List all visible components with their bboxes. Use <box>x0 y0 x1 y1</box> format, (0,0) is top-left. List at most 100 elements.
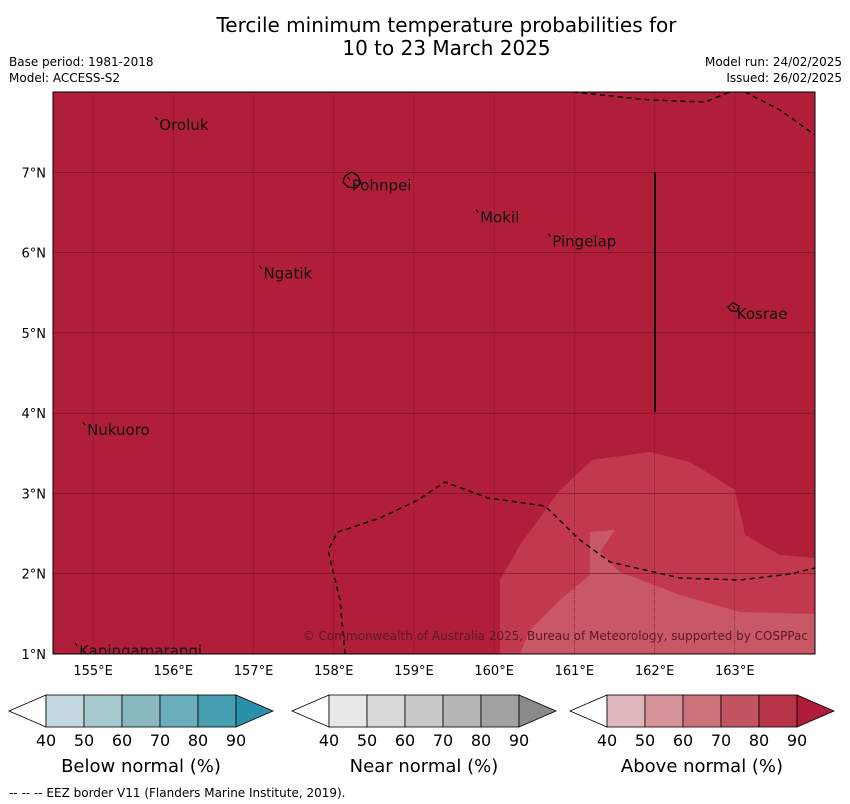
lon-tick-label: 162°E <box>635 664 675 679</box>
colorbar-tick-label: 90 <box>509 731 529 750</box>
colorbar-segment <box>442 694 482 728</box>
title-line-1: Tercile minimum temperature probabilitie… <box>216 13 677 37</box>
island-marker <box>82 421 86 426</box>
lon-tick-label: 161°E <box>555 664 595 679</box>
colorbar-segment <box>328 694 368 728</box>
island-label: Kapingamarangi <box>79 642 202 660</box>
colorbar-tick-label: 40 <box>597 731 617 750</box>
colorbar-segment <box>758 694 798 728</box>
colorbar-tick-label: 80 <box>471 731 491 750</box>
base-period: Base period: 1981-2018 <box>9 55 154 69</box>
lon-tick-label: 155°E <box>73 664 113 679</box>
colorbar-extend-low <box>568 694 608 728</box>
lon-tick-label: 159°E <box>394 664 434 679</box>
lon-tick-label: 156°E <box>154 664 194 679</box>
colorbar-0: 40 50 60 70 80 90 <box>7 694 275 750</box>
island-marker <box>347 177 351 181</box>
pohnpei-coastline <box>342 171 362 189</box>
colorbar-tick-label: 50 <box>74 731 94 750</box>
eez-borders <box>327 92 815 654</box>
lat-tick-label: 6°N <box>22 247 47 262</box>
eez-border-northeast <box>744 92 815 136</box>
lat-tick-label: 2°N <box>22 568 47 583</box>
island-marker <box>154 116 158 121</box>
island-label: Pohnpei <box>352 176 412 194</box>
copyright-text: © Commonwealth of Australia 2025, Bureau… <box>303 629 808 643</box>
colorbar-tick-label: 70 <box>150 731 170 750</box>
colorbar-tick-label: 40 <box>36 731 56 750</box>
lat-tick-label: 4°N <box>22 407 47 422</box>
model-info: Base period: 1981-2018 Model: ACCESS-S2 <box>9 54 154 86</box>
gridlines <box>53 92 815 654</box>
colorbar-2: 40 50 60 70 80 90 <box>568 694 836 750</box>
colorbar-segment <box>83 694 123 728</box>
lon-tick-label: 157°E <box>234 664 274 679</box>
title-line-2: 10 to 23 March 2025 <box>342 36 551 60</box>
colorbar-segment <box>644 694 684 728</box>
issued-date: Issued: 26/02/2025 <box>726 71 842 85</box>
colorbar-segment <box>682 694 722 728</box>
map-title: Tercile minimum temperature probabilitie… <box>0 14 850 60</box>
lon-tick-label: 160°E <box>474 664 514 679</box>
lat-tick-label: 7°N <box>22 166 47 181</box>
colorbar-segment <box>720 694 760 728</box>
island-label: Nukuoro <box>87 421 150 439</box>
island-marker <box>475 209 479 213</box>
axis-labels: 155°E 156°E 157°E 158°E 159°E 160°E 161°E 162°E… <box>22 166 755 679</box>
island-label: Ngatik <box>264 265 313 283</box>
island-marker <box>732 305 736 310</box>
run-info: Model run: 24/02/2025 Issued: 26/02/2025 <box>705 54 842 86</box>
islands: Oroluk Pohnpei Mokil Pingelap Ngatik Kosrae Nu… <box>74 116 788 660</box>
island-marker <box>259 265 262 269</box>
island-label: Kosrae <box>737 305 788 323</box>
lat-tick-label: 3°N <box>22 487 47 502</box>
colorbar-extend-high <box>518 694 558 728</box>
kosrae-coastline <box>727 302 740 312</box>
colorbar-tick-label: 90 <box>787 731 807 750</box>
eez-border-north <box>572 92 731 103</box>
colorbar-label-below: Below normal (%) <box>61 756 221 777</box>
colorbar-segment <box>606 694 646 728</box>
colorbar-tick-label: 60 <box>112 731 132 750</box>
colorbar-extend-low <box>290 694 330 728</box>
island-marker <box>74 642 78 647</box>
eez-border-south <box>327 481 815 654</box>
colorbar-extend-high <box>796 694 836 728</box>
map-area[interactable]: Oroluk Pohnpei Mokil Pingelap Ngatik Kosrae Nu… <box>53 92 815 660</box>
model-name: Model: ACCESS-S2 <box>9 71 121 85</box>
colorbar-extend-low <box>7 694 47 728</box>
lat-tick-label: 5°N <box>22 327 47 342</box>
colorbars: 40 50 60 70 80 90 40 50 60 70 80 90 40 50 60 70 80 90 <box>7 694 836 750</box>
colorbar-segment <box>197 694 237 728</box>
lat-tick-label: 1°N <box>22 648 47 663</box>
colorbar-label-near: Near normal (%) <box>349 756 499 777</box>
island-label: Mokil <box>480 208 519 226</box>
colorbar-tick-label: 70 <box>711 731 731 750</box>
lon-tick-label: 158°E <box>314 664 354 679</box>
colorbar-label-above: Above normal (%) <box>620 756 784 777</box>
colorbar-tick-label: 60 <box>395 731 415 750</box>
colorbar-segment <box>45 694 85 728</box>
colorbar-segment <box>121 694 161 728</box>
eez-footnote: -- -- -- EEZ border V11 (Flanders Marine… <box>9 786 346 800</box>
colorbar-extend-high <box>235 694 275 728</box>
colorbar-tick-label: 50 <box>357 731 377 750</box>
colorbar-segment <box>159 694 199 728</box>
colorbar-tick-label: 80 <box>188 731 208 750</box>
colorbar-1: 40 50 60 70 80 90 <box>290 694 558 750</box>
colorbar-segment <box>366 694 406 728</box>
colorbar-segment <box>480 694 520 728</box>
lon-tick-label: 163°E <box>715 664 755 679</box>
map-frame <box>52 91 816 655</box>
colorbar-tick-label: 60 <box>673 731 693 750</box>
island-label: Oroluk <box>159 116 208 134</box>
colorbar-tick-label: 80 <box>749 731 769 750</box>
colorbar-tick-label: 90 <box>226 731 246 750</box>
island-marker <box>547 233 551 237</box>
probability-field-above-70 <box>520 530 815 654</box>
colorbar-tick-label: 50 <box>635 731 655 750</box>
colorbar-tick-label: 70 <box>433 731 453 750</box>
colorbar-tick-label: 40 <box>319 731 339 750</box>
island-label: Pingelap <box>552 233 616 251</box>
